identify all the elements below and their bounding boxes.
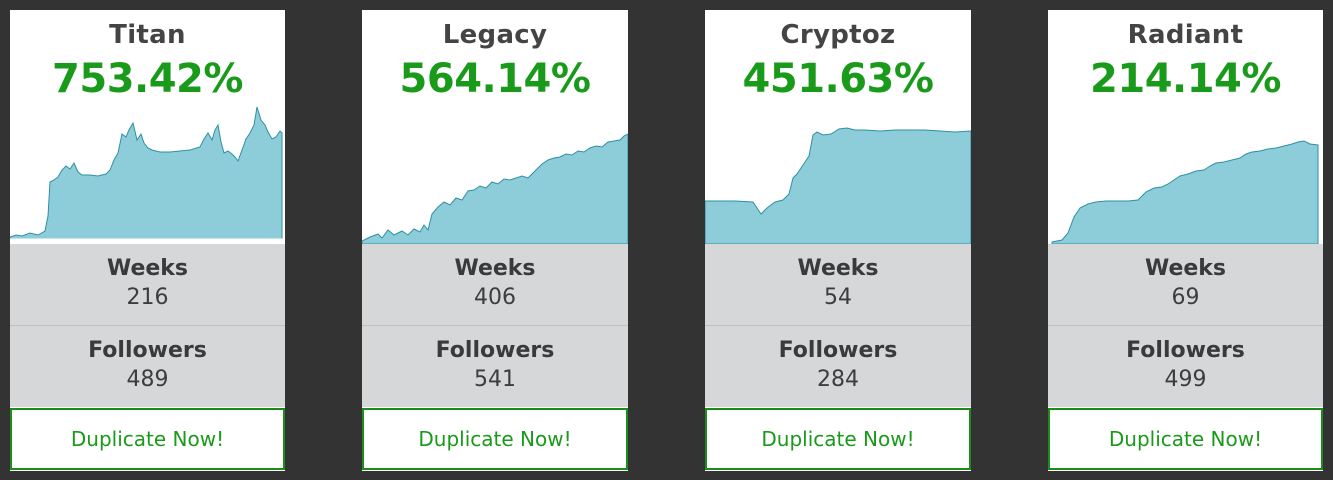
strategy-card-radiant: Radiant 214.14% Weeks 69 Followers 499 D… [1048, 10, 1323, 471]
performance-sparkline [362, 133, 628, 244]
stat-divider [362, 325, 628, 326]
weeks-stat: Weeks 216 [10, 244, 285, 325]
weeks-stat: Weeks 54 [705, 244, 971, 325]
card-header: Radiant 214.14% [1048, 10, 1323, 244]
sparkline-area [1051, 140, 1319, 244]
weeks-value: 54 [824, 285, 852, 310]
sparkline-area [362, 133, 628, 244]
weeks-label: Weeks [1144, 256, 1227, 281]
strategy-card-titan: Titan 753.42% Weeks 216 Followers 489 Du… [10, 10, 285, 471]
followers-stat: Followers 541 [362, 326, 628, 407]
sparkline-area [10, 106, 283, 240]
strategy-name: Radiant [1127, 20, 1244, 50]
weeks-label: Weeks [454, 256, 536, 281]
weeks-label: Weeks [797, 256, 879, 281]
duplicate-now-button[interactable]: Duplicate Now! [10, 408, 285, 470]
followers-value: 541 [474, 367, 516, 392]
weeks-stat: Weeks 406 [362, 244, 628, 325]
strategy-name: Titan [109, 20, 186, 50]
followers-stat: Followers 284 [705, 326, 971, 407]
card-header: Legacy 564.14% [362, 10, 628, 244]
followers-stat: Followers 499 [1048, 326, 1323, 407]
followers-value: 489 [126, 367, 169, 392]
weeks-value: 406 [474, 285, 516, 310]
strategy-card-cryptoz: Cryptoz 451.63% Weeks 54 Followers 284 D… [705, 10, 971, 471]
followers-stat: Followers 489 [10, 326, 285, 407]
strategy-name: Legacy [442, 20, 548, 50]
weeks-stat: Weeks 69 [1048, 244, 1323, 325]
weeks-value: 216 [126, 285, 169, 310]
followers-value: 499 [1164, 367, 1207, 392]
sparkline-area [705, 127, 971, 244]
duplicate-now-button[interactable]: Duplicate Now! [705, 408, 971, 470]
strategy-return: 753.42% [52, 56, 243, 102]
card-header: Cryptoz 451.63% [705, 10, 971, 244]
stat-divider [1048, 325, 1323, 326]
performance-sparkline [705, 127, 971, 244]
followers-label: Followers [88, 338, 207, 363]
followers-value: 284 [817, 367, 859, 392]
strategy-name: Cryptoz [780, 20, 896, 50]
strategy-card-legacy: Legacy 564.14% Weeks 406 Followers 541 D… [362, 10, 628, 471]
performance-sparkline [1051, 140, 1319, 244]
duplicate-now-button[interactable]: Duplicate Now! [1048, 408, 1323, 470]
strategy-return: 451.63% [742, 56, 934, 102]
followers-label: Followers [435, 338, 555, 363]
stat-divider [705, 325, 971, 326]
followers-label: Followers [778, 338, 898, 363]
duplicate-now-button[interactable]: Duplicate Now! [362, 408, 628, 470]
weeks-value: 69 [1171, 285, 1200, 310]
performance-sparkline [10, 106, 285, 242]
strategy-return: 214.14% [1090, 56, 1281, 102]
card-header: Titan 753.42% [10, 10, 285, 244]
followers-label: Followers [1126, 338, 1245, 363]
stat-divider [10, 325, 285, 326]
weeks-label: Weeks [106, 256, 189, 281]
strategy-return: 564.14% [399, 56, 591, 102]
